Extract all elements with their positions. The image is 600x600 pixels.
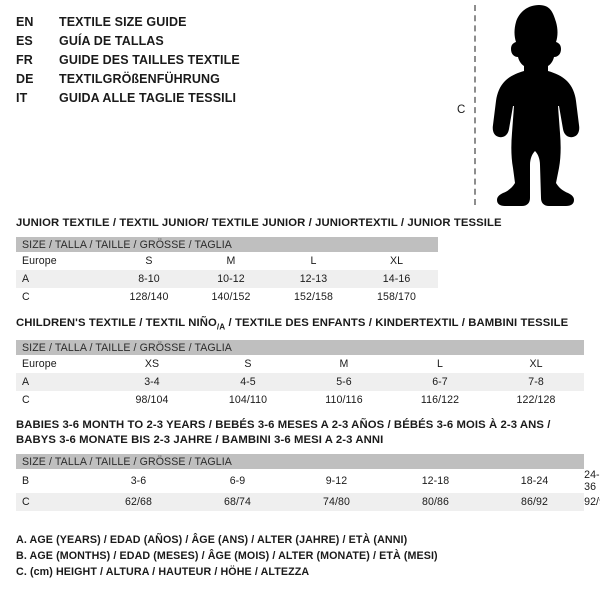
language-row: FR GUIDE DES TAILLES TEXTILE — [16, 51, 416, 70]
language-code: DE — [16, 72, 34, 86]
row-label: A — [16, 270, 108, 288]
table-cell: 3-4 — [104, 373, 200, 392]
table-row: A 3-4 4-5 5-6 6-7 7-8 — [16, 373, 585, 392]
table-row: C 62/68 68/74 74/80 80/86 86/92 92/98 — [16, 493, 600, 511]
section-title-children-post: / TEXTILE DES ENFANTS / KINDERTEXTIL / B… — [225, 317, 569, 329]
table-cell: 5-6 — [296, 373, 392, 392]
language-title-block: EN TEXTILE SIZE GUIDE ES GUÍA DE TALLAS … — [16, 13, 416, 108]
table-cell: 86/92 — [485, 493, 585, 511]
babies-size-table: SIZE / TALLA / TAILLE / GRÖSSE / TAGLIA … — [16, 454, 600, 511]
language-code: FR — [16, 53, 33, 67]
language-row: IT GUIDA ALLE TAGLIE TESSILI — [16, 89, 416, 108]
band-header-label: SIZE / TALLA / TAILLE / GRÖSSE / TAGLIA — [16, 340, 585, 356]
language-row: ES GUÍA DE TALLAS — [16, 32, 416, 51]
section-title-babies: BABIES 3-6 MONTH TO 2-3 YEARS / BEBÉS 3-… — [16, 418, 576, 448]
row-label: Europe — [16, 252, 108, 270]
table-cell: L — [392, 355, 488, 374]
table-cell: 68/74 — [188, 493, 287, 511]
table-cell: 98/104 — [104, 391, 200, 410]
table-band-header: SIZE / TALLA / TAILLE / GRÖSSE / TAGLIA — [16, 237, 439, 252]
language-title: TEXTILGRÖßENFÜHRUNG — [59, 72, 220, 86]
table-cell: 158/170 — [355, 288, 439, 306]
height-marker-label: C — [457, 104, 466, 116]
row-label: C — [16, 493, 89, 511]
legend-footnotes: A. AGE (YEARS) / EDAD (AÑOS) / ÂGE (ANS)… — [16, 532, 576, 580]
language-code: EN — [16, 15, 34, 29]
language-title: TEXTILE SIZE GUIDE — [59, 15, 187, 29]
table-cell: 14-16 — [355, 270, 439, 288]
row-label: B — [16, 469, 89, 493]
table-cell: 6-7 — [392, 373, 488, 392]
table-cell: M — [296, 355, 392, 374]
table-cell: 110/116 — [296, 391, 392, 410]
language-title: GUIDA ALLE TAGLIE TESSILI — [59, 91, 237, 105]
table-cell: L — [272, 252, 355, 270]
section-title-junior: JUNIOR TEXTILE / TEXTIL JUNIOR/ TEXTILE … — [16, 217, 502, 229]
table-cell: 8-10 — [108, 270, 190, 288]
table-cell: 3-6 — [89, 469, 188, 493]
table-cell: 12-13 — [272, 270, 355, 288]
table-cell: 80/86 — [386, 493, 485, 511]
footnote-age-years: A. AGE (YEARS) / EDAD (AÑOS) / ÂGE (ANS)… — [16, 534, 408, 546]
junior-size-table: SIZE / TALLA / TAILLE / GRÖSSE / TAGLIA … — [16, 237, 439, 306]
section-title-children-subscript: /A — [216, 322, 226, 332]
row-label: C — [16, 288, 108, 306]
section-childrens-textile: CHILDREN'S TEXTILE / TEXTIL NIÑO/A / TEX… — [16, 316, 585, 410]
band-header-label: SIZE / TALLA / TAILLE / GRÖSSE / TAGLIA — [16, 237, 439, 252]
table-cell: 128/140 — [108, 288, 190, 306]
table-row: Europe XS S M L XL — [16, 355, 585, 374]
height-measurement-figure: C — [452, 0, 600, 212]
table-row: C 128/140 140/152 152/158 158/170 — [16, 288, 439, 306]
table-cell: S — [108, 252, 190, 270]
table-cell: 140/152 — [190, 288, 272, 306]
section-title-children: CHILDREN'S TEXTILE / TEXTIL NIÑO/A / TEX… — [16, 316, 584, 334]
table-cell: 10-12 — [190, 270, 272, 288]
table-band-header: SIZE / TALLA / TAILLE / GRÖSSE / TAGLIA — [16, 454, 585, 469]
footnote-age-months: B. AGE (MONTHS) / EDAD (MESES) / ÂGE (MO… — [16, 550, 438, 562]
table-cell: 104/110 — [200, 391, 296, 410]
table-cell: 116/122 — [392, 391, 488, 410]
table-cell: 18-24 — [485, 469, 585, 493]
language-title: GUÍA DE TALLAS — [59, 34, 164, 48]
table-cell: 6-9 — [188, 469, 287, 493]
table-cell: 12-18 — [386, 469, 485, 493]
footnote-height-cm: C. (cm) HEIGHT / ALTURA / HAUTEUR / HÖHE… — [16, 566, 310, 578]
section-title-children-pre: CHILDREN'S TEXTILE / TEXTIL NIÑO — [16, 317, 217, 329]
table-cell: XL — [488, 355, 585, 374]
language-title: GUIDE DES TAILLES TEXTILE — [59, 53, 240, 67]
language-code: IT — [16, 91, 28, 105]
table-cell: XS — [104, 355, 200, 374]
table-cell: 9-12 — [287, 469, 386, 493]
table-cell: 122/128 — [488, 391, 585, 410]
language-code: ES — [16, 34, 33, 48]
table-cell: 62/68 — [89, 493, 188, 511]
section-title-babies-line2: BABYS 3-6 MONATE BIS 2-3 JAHRE / BAMBINI… — [16, 434, 384, 446]
table-cell: XL — [355, 252, 439, 270]
language-row: EN TEXTILE SIZE GUIDE — [16, 13, 416, 32]
table-row: C 98/104 104/110 110/116 116/122 122/128 — [16, 391, 585, 410]
language-row: DE TEXTILGRÖßENFÜHRUNG — [16, 70, 416, 89]
band-header-label: SIZE / TALLA / TAILLE / GRÖSSE / TAGLIA — [16, 454, 585, 469]
children-size-table: SIZE / TALLA / TAILLE / GRÖSSE / TAGLIA … — [16, 340, 585, 410]
toddler-silhouette-icon — [492, 5, 580, 206]
table-row: B 3-6 6-9 9-12 12-18 18-24 24-36 — [16, 469, 600, 493]
table-cell: M — [190, 252, 272, 270]
row-label: Europe — [16, 355, 104, 374]
section-title-babies-line1: BABIES 3-6 MONTH TO 2-3 YEARS / BEBÉS 3-… — [16, 419, 551, 431]
table-row: Europe S M L XL — [16, 252, 439, 270]
table-row: A 8-10 10-12 12-13 14-16 — [16, 270, 439, 288]
height-dashed-line — [474, 5, 476, 205]
section-babies-textile: BABIES 3-6 MONTH TO 2-3 YEARS / BEBÉS 3-… — [16, 418, 600, 511]
table-band-header: SIZE / TALLA / TAILLE / GRÖSSE / TAGLIA — [16, 340, 585, 356]
table-cell: 4-5 — [200, 373, 296, 392]
table-cell: 7-8 — [488, 373, 585, 392]
table-cell: 74/80 — [287, 493, 386, 511]
section-junior-textile: JUNIOR TEXTILE / TEXTIL JUNIOR/ TEXTILE … — [16, 216, 502, 306]
row-label: A — [16, 373, 104, 392]
table-cell: S — [200, 355, 296, 374]
row-label: C — [16, 391, 104, 410]
table-cell: 152/158 — [272, 288, 355, 306]
